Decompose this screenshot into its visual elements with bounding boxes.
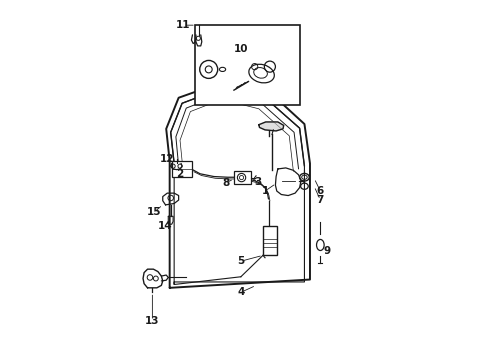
Text: 8: 8	[222, 178, 230, 188]
Text: 14: 14	[157, 221, 172, 231]
Text: 12: 12	[160, 154, 174, 163]
Bar	[195, 25, 300, 105]
Bar	[172, 161, 193, 177]
Bar	[234, 171, 250, 184]
Text: 9: 9	[324, 246, 331, 256]
Text: 1: 1	[262, 186, 269, 196]
Bar	[263, 226, 277, 255]
Text: 13: 13	[145, 316, 160, 326]
Polygon shape	[259, 122, 284, 131]
Text: 6: 6	[317, 186, 324, 196]
Text: 2: 2	[176, 169, 183, 179]
Text: 10: 10	[234, 44, 248, 54]
Text: 4: 4	[237, 287, 245, 297]
Text: 11: 11	[176, 20, 191, 30]
Text: 5: 5	[237, 256, 245, 266]
Text: 7: 7	[317, 195, 324, 205]
Text: 3: 3	[254, 177, 262, 187]
Text: 15: 15	[147, 207, 162, 217]
